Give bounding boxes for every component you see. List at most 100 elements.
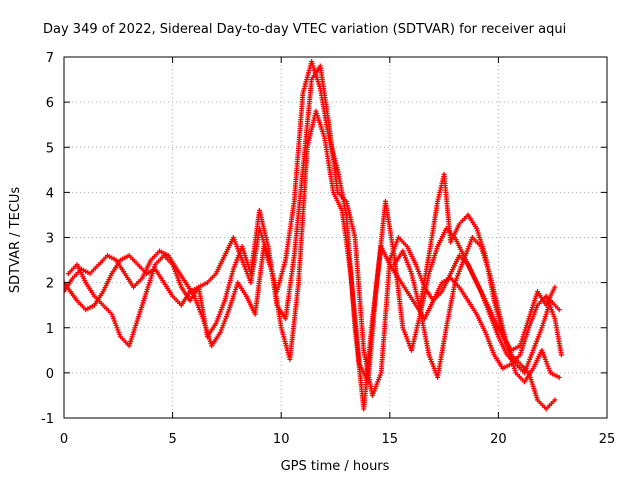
data-point (545, 304, 547, 306)
data-point (432, 299, 435, 302)
data-point (171, 263, 174, 266)
data-point (150, 259, 152, 261)
data-point (419, 304, 422, 306)
data-point (241, 259, 243, 261)
data-point (493, 354, 495, 356)
data-point (254, 313, 256, 316)
data-point (362, 349, 365, 352)
data-point (137, 263, 139, 266)
data-series (64, 59, 564, 412)
data-point (467, 299, 469, 302)
data-point (163, 254, 165, 257)
data-point (267, 245, 269, 248)
data-point (441, 290, 443, 293)
data-point (541, 349, 543, 352)
data-point (389, 259, 391, 261)
data-point (223, 299, 226, 302)
data-point (484, 331, 487, 334)
data-point (415, 263, 417, 266)
data-point (93, 304, 96, 306)
data-point (141, 277, 143, 279)
data-point (443, 173, 445, 176)
data-point (241, 245, 243, 248)
data-point (206, 335, 209, 338)
y-tick-label: 4 (46, 186, 54, 201)
x-axis-label: GPS time / hours (281, 459, 390, 474)
data-point (536, 290, 539, 293)
data-point (310, 78, 313, 81)
data-point (336, 191, 339, 194)
data-point (458, 286, 461, 288)
series-track-3 (65, 63, 558, 398)
data-point (560, 354, 563, 356)
data-point (102, 304, 104, 306)
y-tick-label: 5 (46, 141, 54, 156)
data-point (471, 236, 474, 239)
data-point (189, 299, 191, 302)
data-point (514, 372, 517, 374)
data-point (232, 236, 235, 239)
data-point (532, 367, 534, 370)
data-point (475, 281, 478, 284)
data-point (219, 331, 222, 334)
y-tick-label: 2 (46, 277, 54, 292)
data-point (558, 376, 561, 379)
x-tick-label: 25 (599, 432, 616, 447)
data-point (284, 317, 287, 320)
data-point (436, 245, 439, 248)
data-point (284, 259, 287, 261)
data-point (128, 254, 130, 257)
data-point (501, 367, 504, 370)
data-point (467, 263, 469, 266)
series-markers-track-2 (64, 108, 562, 385)
y-axis-label: SDTVAR / TECUs (8, 187, 23, 294)
data-point (158, 250, 161, 252)
y-tick-label: 3 (46, 232, 54, 247)
data-point (328, 123, 330, 126)
data-point (145, 290, 148, 293)
data-point (519, 363, 521, 365)
data-point (362, 408, 365, 410)
data-point (358, 363, 361, 365)
data-point (206, 281, 209, 284)
data-point (528, 317, 530, 320)
data-point (319, 65, 322, 67)
data-point (293, 200, 296, 203)
data-point (180, 286, 183, 288)
data-point (97, 263, 100, 266)
data-point (523, 381, 526, 383)
data-point (541, 326, 543, 329)
data-point (523, 372, 526, 374)
data-point (554, 399, 556, 401)
data-point (345, 200, 348, 203)
axis-ticks: 0 5 10 15 20 25 -1 0 1 2 3 4 5 6 7 (41, 51, 615, 447)
data-point (410, 349, 413, 352)
data-point (67, 272, 70, 275)
data-point (545, 408, 547, 410)
data-point (532, 349, 534, 352)
series-markers-track-3 (65, 63, 558, 398)
x-tick-label: 10 (273, 432, 290, 447)
data-point (419, 308, 422, 311)
data-point (119, 259, 122, 261)
data-point (180, 304, 183, 306)
data-point (402, 250, 404, 252)
data-point (406, 245, 408, 248)
data-point (171, 295, 174, 297)
data-point (415, 304, 417, 306)
data-point (232, 268, 235, 270)
data-point (93, 295, 96, 297)
data-point (110, 313, 113, 316)
data-point (302, 169, 304, 171)
data-point (323, 137, 326, 140)
data-point (449, 241, 452, 243)
data-point (428, 254, 430, 257)
data-point (558, 308, 561, 311)
data-point (554, 317, 556, 320)
data-point (184, 281, 187, 284)
data-point (302, 92, 304, 94)
data-point (228, 308, 230, 311)
data-point (332, 191, 335, 194)
data-point (428, 354, 430, 356)
